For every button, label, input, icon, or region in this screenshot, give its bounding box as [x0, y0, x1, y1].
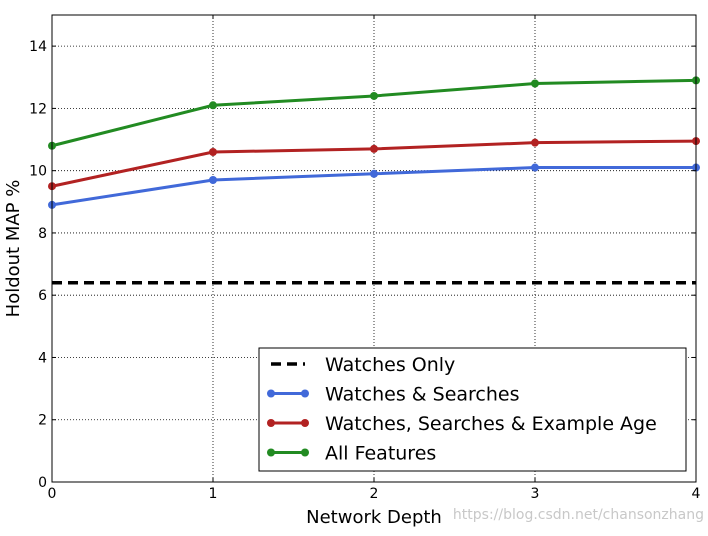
watermark-text: https://blog.csdn.net/chansonzhang	[453, 507, 704, 523]
data-point	[531, 163, 539, 172]
series-lines	[48, 76, 700, 285]
legend: Watches Only Watches & Searches Watches, S…	[258, 347, 687, 472]
legend-swatch-marker	[267, 389, 275, 398]
legend-label: Watches Only	[325, 354, 455, 376]
data-point	[370, 144, 378, 153]
y-tick-label: 14	[29, 39, 47, 55]
x-tick-label: 3	[531, 486, 540, 502]
x-tick-label: 1	[209, 486, 218, 502]
x-axis-title: Network Depth	[306, 507, 442, 528]
legend-entry: Watches & Searches	[267, 384, 520, 406]
data-point	[209, 147, 217, 156]
legend-swatch-marker	[267, 419, 275, 427]
legend-label: Watches & Searches	[325, 384, 520, 406]
legend-swatch-marker	[301, 448, 309, 457]
data-point	[370, 169, 378, 178]
y-tick-label: 6	[38, 288, 47, 304]
data-point	[531, 138, 539, 147]
y-tick-label: 8	[38, 226, 47, 242]
x-tick-label: 4	[692, 486, 701, 502]
legend-entry: Watches Only	[271, 354, 455, 376]
data-point	[209, 176, 217, 185]
y-axis-title: Holdout MAP %	[3, 180, 24, 318]
y-tick-label: 0	[38, 475, 47, 491]
legend-entry: All Features	[267, 443, 436, 465]
y-tick-label: 12	[29, 101, 47, 117]
legend-swatch-marker	[301, 419, 309, 427]
legend-swatch-marker	[301, 389, 309, 398]
x-tick-label: 2	[370, 486, 379, 502]
y-tick-label: 4	[38, 350, 47, 366]
x-tick-label: 0	[48, 486, 57, 502]
legend-label: Watches, Searches & Example Age	[325, 413, 657, 435]
legend-box	[258, 347, 687, 472]
data-point	[370, 91, 378, 100]
legend-label: All Features	[325, 443, 436, 465]
data-point	[531, 79, 539, 88]
series-3	[48, 137, 700, 191]
y-tick-label: 2	[38, 413, 47, 429]
y-tick-label: 10	[29, 164, 47, 180]
legend-swatch-marker	[267, 448, 275, 457]
legend-entry: Watches, Searches & Example Age	[267, 413, 657, 435]
data-point	[209, 101, 217, 110]
